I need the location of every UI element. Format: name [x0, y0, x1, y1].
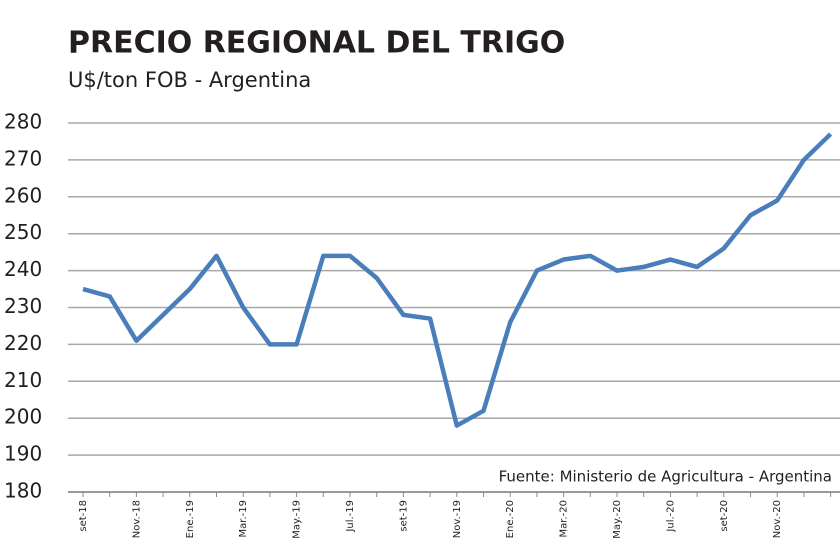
y-tick-label: 180: [4, 479, 42, 503]
y-tick-label: 240: [4, 257, 42, 281]
y-tick-label: 250: [4, 220, 42, 244]
y-tick-label: 200: [4, 405, 42, 429]
data-line: [82, 132, 833, 428]
annotation: Fuente: Ministerio de Agricultura - Arge…: [499, 468, 832, 486]
y-tick-label: 280: [4, 110, 42, 134]
x-tick-label: set-20: [719, 500, 730, 532]
x-tick-label: Mar.-19: [238, 500, 249, 537]
x-tick-label: Nov.-19: [452, 500, 463, 538]
x-tick-label: Ene.-20: [505, 500, 516, 538]
chart-subtitle: U$/ton FOB - Argentina: [68, 68, 311, 92]
x-tick-label: set-18: [78, 500, 89, 532]
y-tick-label: 270: [4, 146, 42, 170]
x-tick-label: Jul.-20: [665, 500, 676, 533]
x-tick-label: Ene.-19: [185, 500, 196, 538]
y-tick-label: 230: [4, 294, 42, 318]
x-tick-label: May.-19: [292, 500, 303, 539]
x-tick-label: set-19: [398, 500, 409, 532]
x-tick-label: Mar.-20: [559, 500, 570, 537]
annotation-bg: [490, 464, 835, 490]
y-tick-label: 260: [4, 183, 42, 207]
chart-title: PRECIO REGIONAL DEL TRIGO: [68, 26, 565, 61]
x-tick-label: May.-20: [612, 500, 623, 539]
x-tick-label: Jul.-19: [345, 500, 356, 533]
y-tick-label: 220: [4, 331, 42, 355]
y-tick-label: 190: [4, 442, 42, 466]
y-tick-label: 210: [4, 368, 42, 392]
x-tick-label: Nov.-18: [131, 500, 142, 538]
x-tick-label: Nov.-20: [772, 500, 783, 538]
